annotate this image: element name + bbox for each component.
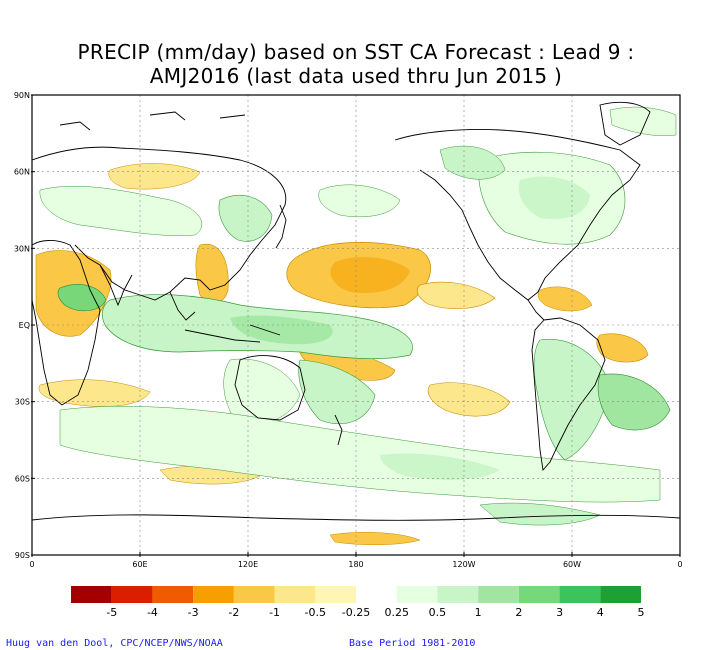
coast-se-asia — [169, 291, 196, 321]
dry-patch-n-siberia — [108, 163, 201, 190]
coast-eurasia — [32, 146, 287, 301]
wet-n-america-core — [518, 176, 590, 220]
legend-swatch — [71, 586, 112, 603]
dry-patch-s-pacific-east — [427, 382, 511, 417]
lat-label: 90N — [14, 91, 30, 100]
lon-axis-labels: 0 60E 120E 180 120W 60W 0 — [29, 552, 683, 569]
color-legend: -5 -4 -3 -2 -1 -0.5 -0.25 0.25 0.5 1 2 3 4 5 — [71, 586, 645, 619]
lat-label: 30S — [15, 398, 30, 407]
lat-label: 60S — [15, 474, 30, 483]
legend-swatch — [233, 586, 275, 603]
legend-swatch — [478, 586, 519, 603]
coast-arctic-isl — [59, 111, 246, 131]
dry-patch-china — [195, 243, 229, 305]
coast-nz — [334, 414, 343, 446]
coast-africa — [32, 240, 101, 406]
wet-australia — [223, 358, 301, 424]
lon-label: 120W — [452, 560, 475, 569]
lat-label: 90S — [15, 551, 30, 560]
wet-s-pacific — [298, 359, 376, 425]
lat-label: 60N — [14, 168, 30, 177]
legend-label: 3 — [556, 606, 563, 619]
legend-label: 0.25 — [384, 606, 409, 619]
coast-india — [99, 264, 133, 307]
legend-label: -0.25 — [342, 606, 370, 619]
wet-atlantic-north — [439, 145, 506, 180]
coast-australia — [234, 355, 306, 421]
legend-label: -3 — [188, 606, 199, 619]
dry-patch-n-atlantic — [416, 281, 496, 310]
gridlines — [32, 95, 680, 555]
legend-label: 0.5 — [429, 606, 447, 619]
legend-swatch — [518, 586, 560, 603]
lon-label: 60W — [563, 560, 581, 569]
wet-s-atlantic — [597, 373, 671, 431]
coast-antarctica — [32, 514, 680, 521]
wet-eurasia-north — [39, 185, 203, 236]
legend-swatch — [559, 586, 601, 603]
map-title-line2: AMJ2016 (last data used thru Jun 2015 ) — [149, 64, 563, 88]
dry-patch-w-africa — [537, 286, 593, 312]
lat-label: EQ — [19, 321, 30, 330]
coastlines — [32, 101, 680, 521]
legend-swatch — [356, 586, 397, 603]
wet-east-asia — [218, 194, 273, 242]
lon-label: 0 — [677, 560, 682, 569]
dry-patch-s-america-east — [596, 333, 649, 363]
legend-label: -1 — [269, 606, 280, 619]
legend-label: 5 — [638, 606, 645, 619]
dry-patch-s-indian — [38, 379, 151, 407]
anomaly-field — [35, 106, 677, 546]
legend-label: 1 — [475, 606, 482, 619]
legend-label: 4 — [597, 606, 604, 619]
lon-label: 60E — [132, 560, 147, 569]
lat-axis-labels: 90N 60N 30N EQ 30S 60S 90S — [14, 91, 35, 560]
wet-central-pacific — [318, 184, 401, 218]
legend-label: -5 — [106, 606, 117, 619]
legend-swatch — [152, 586, 194, 603]
legend-label: -0.5 — [305, 606, 326, 619]
coast-s-america — [531, 317, 606, 472]
credit-text: Huug van den Dool, CPC/NCEP/NWS/NOAA — [6, 638, 223, 649]
map-title-line1: PRECIP (mm/day) based on SST CA Forecast… — [77, 40, 635, 64]
coast-n-america — [394, 129, 641, 301]
wet-antarctic-ring — [479, 502, 601, 526]
legend-label: -4 — [147, 606, 158, 619]
lon-label: 120E — [238, 560, 258, 569]
legend-swatch — [274, 586, 316, 603]
base-period-text: Base Period 1981-2010 — [349, 638, 476, 649]
wet-core-maritime — [230, 315, 333, 345]
wet-arctic — [609, 106, 677, 137]
legend-swatch — [396, 586, 438, 603]
coast-indonesia — [184, 324, 281, 343]
coast-c-america — [527, 299, 545, 321]
dry-patch-antarctic — [329, 532, 421, 546]
legend-swatch — [111, 586, 153, 603]
dry-patch-n-pacific-core — [330, 256, 410, 294]
legend-swatch — [437, 586, 479, 603]
lon-label: 0 — [29, 560, 34, 569]
legend-swatch — [193, 586, 234, 603]
legend-swatch — [600, 586, 641, 603]
wet-southern-core — [380, 453, 500, 480]
lat-label: 30N — [14, 244, 30, 253]
coast-japan — [275, 204, 287, 249]
lon-label: 180 — [348, 560, 363, 569]
legend-label: 2 — [515, 606, 522, 619]
legend-swatch — [315, 586, 356, 603]
legend-label: -2 — [228, 606, 239, 619]
coast-greenland — [599, 101, 651, 146]
